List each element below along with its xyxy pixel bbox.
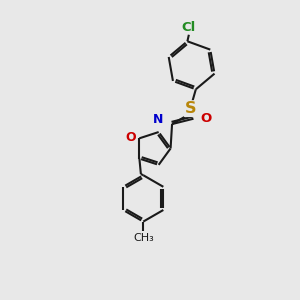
- Text: CH₃: CH₃: [133, 233, 154, 243]
- Text: S: S: [185, 101, 196, 116]
- Text: Cl: Cl: [182, 21, 196, 34]
- Text: O: O: [200, 112, 211, 125]
- Text: O: O: [126, 131, 136, 144]
- Text: N: N: [153, 112, 163, 125]
